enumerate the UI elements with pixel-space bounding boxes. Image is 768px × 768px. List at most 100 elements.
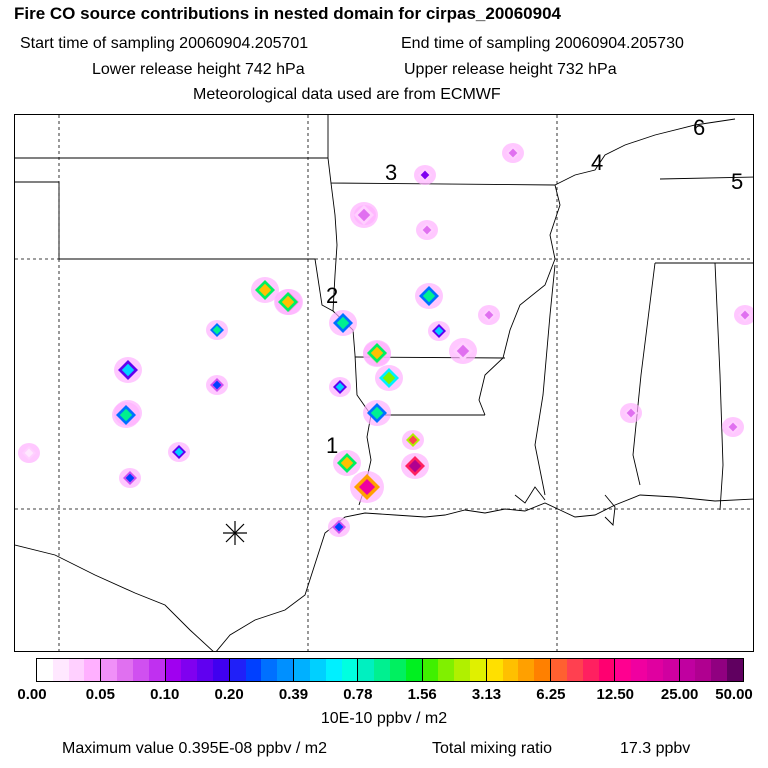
site-label-6: 6 <box>693 115 705 140</box>
color-scale-tick-label: 50.00 <box>715 686 753 703</box>
fire-blob <box>401 453 429 479</box>
state-border <box>534 264 556 496</box>
color-scale-tick-label: 0.10 <box>150 686 180 703</box>
color-scale-segment <box>165 659 230 681</box>
coastline <box>15 486 753 651</box>
fire-blob <box>363 400 391 426</box>
color-scale-swatch <box>212 659 229 681</box>
color-scale-segment <box>422 659 487 681</box>
color-scale-swatch <box>148 659 165 681</box>
color-scale-segment <box>358 659 423 681</box>
color-scale-segment <box>294 659 359 681</box>
color-scale-swatch <box>101 659 118 681</box>
color-scale-tick-label: 25.00 <box>660 686 699 703</box>
color-scale-swatch <box>309 659 326 681</box>
fire-blob <box>206 320 228 340</box>
coast-detail <box>514 486 546 504</box>
color-scale-swatch <box>695 659 712 681</box>
color-scale-segment <box>679 659 743 681</box>
state-border <box>659 176 753 180</box>
color-scale-tick-label: 0.78 <box>343 686 373 703</box>
color-scale-swatch <box>84 659 101 681</box>
fire-blob <box>722 417 744 437</box>
fire-blob <box>329 377 351 397</box>
state-border <box>327 115 556 186</box>
color-scale-units: 10E-10 ppbv / m2 <box>320 710 448 727</box>
fire-blob <box>478 305 500 325</box>
fire-sources <box>18 143 753 537</box>
fire-blob <box>350 202 378 228</box>
color-scale-swatch <box>518 659 535 681</box>
fire-blob <box>416 220 438 240</box>
color-scale-tick-label: 1.56 <box>407 686 437 703</box>
color-scale-swatch <box>454 659 471 681</box>
color-scale-swatch <box>727 659 743 681</box>
color-scale-swatch <box>631 659 648 681</box>
color-scale-swatch <box>598 659 615 681</box>
color-scale-tick-label: 0.39 <box>278 686 309 703</box>
lower-release-text: Lower release height 742 hPa <box>92 61 305 78</box>
total-mixing-label: Total mixing ratio <box>432 740 553 757</box>
color-scale-swatch <box>117 659 133 681</box>
site-label-2: 2 <box>326 283 338 308</box>
fire-blob <box>333 450 361 476</box>
color-scale-tick-label: 12.50 <box>596 686 635 703</box>
fire-blob <box>112 402 140 428</box>
color-scale-swatch <box>389 659 406 681</box>
asterisk-icon <box>223 521 247 545</box>
color-scale-swatch <box>358 659 375 681</box>
color-scale-swatch <box>341 659 358 681</box>
color-scale-segment <box>551 659 616 681</box>
color-scale-swatch <box>181 659 198 681</box>
color-scale-tick-label: 6.25 <box>536 686 566 703</box>
fire-blob <box>350 471 384 503</box>
fire-blob <box>502 143 524 163</box>
fire-blob <box>274 289 302 315</box>
state-border <box>632 262 656 486</box>
fire-blob <box>734 305 753 325</box>
color-scale-swatch <box>422 659 439 681</box>
color-scale-swatch <box>615 659 632 681</box>
color-scale-swatch <box>132 659 149 681</box>
color-scale-swatch <box>52 659 69 681</box>
color-scale-segment <box>37 659 102 681</box>
color-scale-swatch <box>229 659 246 681</box>
start-time-text: Start time of sampling 20060904.205701 <box>20 35 309 52</box>
max-value-text: Maximum value 0.395E-08 ppbv / m2 <box>62 740 328 757</box>
site-label-1: 1 <box>326 433 338 458</box>
color-scale-swatch <box>405 659 422 681</box>
met-data-text: Meteorological data used are from ECMWF <box>193 86 501 103</box>
color-scale-segment <box>486 659 552 681</box>
color-scale-swatch <box>582 659 599 681</box>
color-scale-swatch <box>534 659 551 681</box>
color-scale-swatch <box>551 659 567 681</box>
fire-blob <box>415 283 443 309</box>
fire-blob <box>168 442 190 462</box>
total-mixing-value: 17.3 ppbv <box>620 740 691 757</box>
color-scale-swatch <box>486 659 503 681</box>
color-scale-segment <box>101 659 166 681</box>
fire-blob <box>428 321 450 341</box>
color-scale-swatch <box>245 659 262 681</box>
map-panel: 1 2 3 4 5 6 <box>14 114 754 652</box>
color-scale-swatch <box>470 659 486 681</box>
coast-line <box>216 494 753 651</box>
color-scale-swatch <box>711 659 728 681</box>
color-scale-swatch <box>197 659 213 681</box>
fire-blob <box>620 403 642 423</box>
fire-blob <box>18 443 40 463</box>
color-scale-swatch <box>261 659 278 681</box>
color-scale-swatch <box>165 659 182 681</box>
color-scale-swatch <box>374 659 390 681</box>
state-border <box>554 118 736 186</box>
color-scale-segment <box>615 659 680 681</box>
state-border <box>59 258 334 312</box>
fire-blob <box>328 517 350 537</box>
color-scale-swatch <box>502 659 519 681</box>
state-border <box>330 182 338 312</box>
color-scale-tick-label: 3.13 <box>471 686 502 703</box>
color-scale-swatch <box>325 659 342 681</box>
color-scale-swatch <box>647 659 663 681</box>
fire-blob <box>119 468 141 488</box>
fire-blob <box>114 357 142 383</box>
